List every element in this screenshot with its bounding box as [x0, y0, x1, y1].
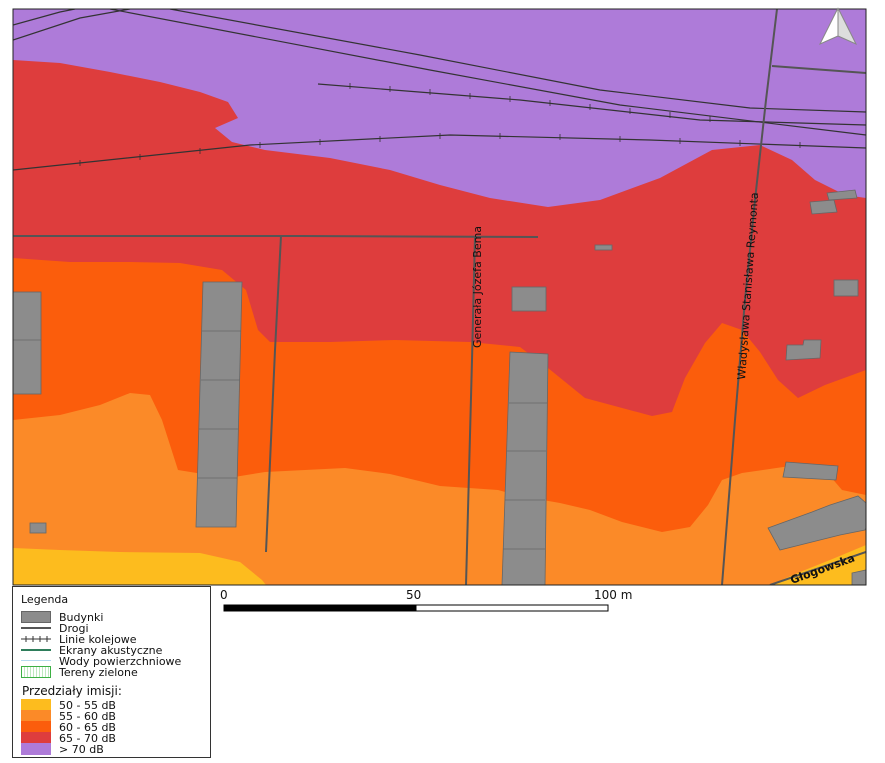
road-line-icon [21, 622, 51, 634]
legend-label: > 70 dB [59, 742, 104, 756]
legend-item-buildings: Budynki [21, 611, 103, 623]
legend-item-acoustic-screens: Ekrany akustyczne [21, 644, 162, 656]
legend-label: 60 - 65 dB [59, 720, 116, 734]
legend-range-60-65: 60 - 65 dB [21, 721, 116, 733]
legend-label: Ekrany akustyczne [59, 643, 163, 657]
legend-title: Legenda [21, 593, 69, 606]
building [826, 189, 858, 201]
legend-label: Wody powierzchniowe [59, 654, 182, 668]
legend-label: 65 - 70 dB [59, 731, 116, 745]
building-fill-icon [21, 611, 51, 623]
legend-label: 55 - 60 dB [59, 709, 116, 723]
building [782, 461, 839, 481]
map-frame [12, 8, 867, 586]
north-arrow-icon [818, 7, 858, 46]
road-lines [13, 9, 866, 585]
road-east-branch [771, 65, 866, 74]
building [767, 495, 866, 551]
railway-ticks [79, 83, 801, 166]
range-swatch [21, 721, 51, 733]
railway-lines [13, 9, 866, 171]
road-west-vertical [265, 235, 282, 553]
legend-label: Tereny zielone [59, 665, 138, 679]
building [785, 339, 822, 361]
zone-50-55db-east [770, 545, 866, 585]
legend-label: Linie kolejowe [59, 632, 137, 646]
legend-label: Budynki [59, 610, 104, 624]
building [13, 291, 42, 395]
legend-label: 50 - 55 dB [59, 698, 116, 712]
building [29, 522, 47, 534]
building [851, 569, 866, 585]
buildings [13, 189, 866, 585]
road-reymonta [721, 9, 778, 585]
building [809, 199, 838, 215]
building [501, 351, 549, 585]
road-bema [465, 236, 476, 585]
legend-label: Drogi [59, 621, 89, 635]
building [594, 244, 613, 251]
range-swatch [21, 710, 51, 722]
legend-range-over-70: > 70 dB [21, 743, 104, 755]
legend-range-65-70: 65 - 70 dB [21, 732, 116, 744]
building [195, 281, 243, 528]
legend-range-50-55: 50 - 55 dB [21, 699, 116, 711]
scale-bar [223, 604, 609, 612]
legend-item-water: Wody powierzchniowe [21, 655, 181, 667]
legend-item-green-areas: Tereny zielone [21, 666, 138, 678]
road-west-horizontal [13, 235, 539, 238]
railway-line-icon [21, 633, 51, 645]
scale-label-50: 50 [406, 588, 422, 602]
range-swatch [21, 743, 51, 755]
range-swatch [21, 732, 51, 744]
street-label-bema: Generała Józefa Bema [471, 226, 484, 348]
range-swatch [21, 699, 51, 711]
ranges-title: Przedziały imisji: [22, 684, 122, 698]
legend: Legenda Budynki Drogi Linie kolejowe Ekr… [12, 586, 211, 758]
acoustic-screen-line-icon [21, 644, 51, 656]
water-line-icon [21, 655, 51, 667]
legend-item-roads: Drogi [21, 622, 89, 634]
legend-item-railways: Linie kolejowe [21, 633, 137, 645]
green-area-fill-icon [21, 666, 51, 678]
scale-label-0: 0 [220, 588, 228, 602]
scale-label-100m: 100 m [594, 588, 633, 602]
road-glogowska [769, 551, 866, 585]
zone-55-60db [13, 393, 866, 585]
zone-50-55db [13, 548, 266, 585]
building [511, 286, 547, 312]
building [833, 279, 859, 297]
legend-range-55-60: 55 - 60 dB [21, 710, 116, 722]
